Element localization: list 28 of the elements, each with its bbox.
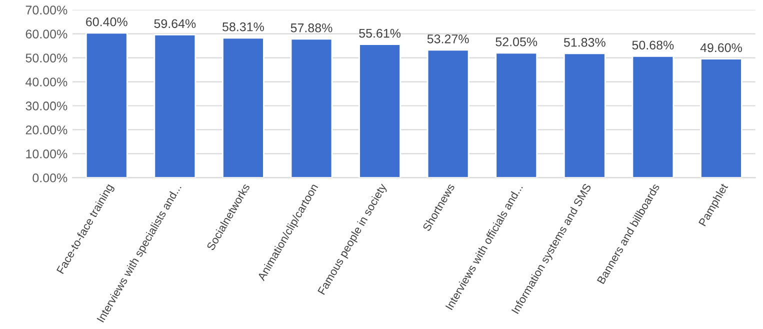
y-tick-label: 70.00% [26, 6, 68, 15]
bar [563, 52, 606, 178]
data-label: 52.05% [496, 37, 538, 46]
y-tick-label: 50.00% [26, 54, 68, 62]
y-tick-label: 60.00% [26, 30, 68, 38]
bar [495, 52, 538, 178]
bar [154, 34, 196, 178]
data-label: 53.27% [427, 34, 469, 44]
bar [700, 58, 742, 178]
data-label: 57.88% [290, 23, 332, 32]
bar [632, 55, 674, 178]
bar [426, 49, 470, 178]
data-label: 58.31% [222, 22, 264, 32]
bar [85, 32, 128, 178]
data-label: 51.83% [564, 38, 606, 47]
y-tick-label: 40.00% [26, 78, 68, 86]
bar [358, 44, 401, 178]
y-tick-label: 10.00% [26, 149, 68, 158]
y-tick-label: 0.00% [32, 173, 68, 182]
bar [290, 38, 333, 178]
data-label: 60.40% [86, 17, 128, 26]
y-tick-label: 20.00% [26, 126, 68, 134]
data-label: 55.61% [359, 28, 401, 38]
data-label: 50.68% [632, 40, 674, 50]
data-label: 49.60% [700, 43, 742, 52]
data-label: 59.64% [154, 19, 196, 28]
bar [222, 37, 264, 178]
y-tick-label: 30.00% [26, 102, 68, 110]
